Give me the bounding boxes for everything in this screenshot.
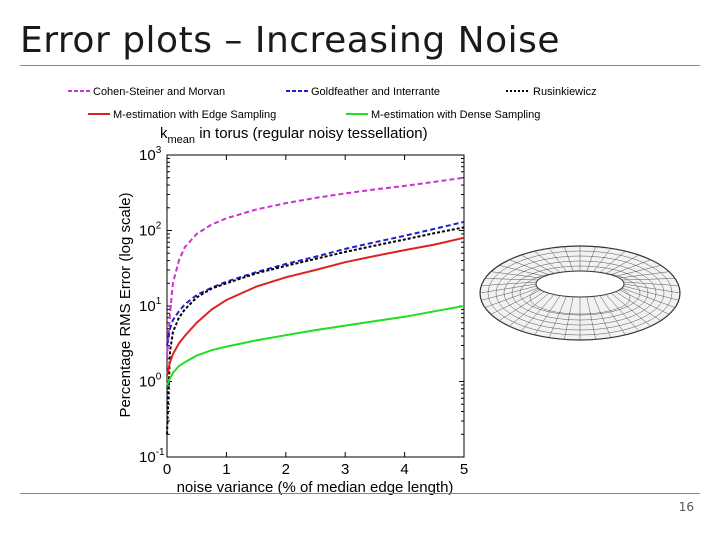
legend-label-edge-sampling: M-estimation with Edge Sampling — [113, 109, 276, 121]
torus-meridian — [605, 294, 639, 332]
torus-meridian — [610, 293, 651, 327]
legend-label-cohen-steiner: Cohen-Steiner and Morvan — [93, 86, 225, 98]
torus-meridian — [619, 271, 670, 279]
torus-meridian — [605, 254, 639, 274]
torus-meridian — [623, 285, 679, 301]
legend-item-rusinkiewicz: Rusinkiewicz — [506, 86, 597, 98]
torus-meridian — [619, 289, 670, 315]
torus-meridian — [499, 265, 545, 277]
footer-divider — [20, 493, 700, 494]
torus-meridian — [498, 291, 545, 321]
y-tick-label: 10-1 — [139, 447, 165, 466]
torus-meridian — [521, 294, 555, 332]
legend: Cohen-Steiner and Morvan Goldfeather and… — [68, 86, 597, 121]
torus-meridian — [481, 281, 537, 286]
x-tick-label: 2 — [282, 461, 290, 478]
legend-item-edge-sampling: M-estimation with Edge Sampling — [88, 109, 276, 121]
chart-title-rest: in torus (regular noisy tessellation) — [195, 125, 428, 142]
torus-meridian — [621, 287, 676, 308]
slide-title: Error plots – Increasing Noise — [20, 20, 561, 61]
torus-meridian — [623, 283, 681, 294]
torus-meridian — [509, 293, 550, 327]
torus-meridian — [593, 296, 612, 338]
legend-label-dense-sampling: M-estimation with Dense Sampling — [371, 109, 540, 121]
torus-meridian — [586, 246, 596, 272]
chart-title-subscript: mean — [168, 134, 196, 146]
y-axis-label: Percentage RMS Error (log scale) — [117, 192, 134, 417]
torus-meridian — [548, 248, 567, 272]
chart-title: kmean in torus (regular noisy tessellati… — [160, 125, 428, 146]
series-line-rusinkiewicz — [166, 226, 465, 435]
legend-item-goldfeather: Goldfeather and Interrante — [286, 86, 440, 98]
series-line-goldfeather-and-interrante — [166, 220, 465, 346]
torus-meridian — [615, 265, 661, 277]
series-lines — [166, 176, 465, 435]
torus-meridian — [521, 254, 555, 274]
x-tick-label: 4 — [400, 461, 408, 478]
torus-meridian — [548, 296, 567, 338]
torus-meridian — [611, 259, 651, 276]
legend-item-cohen-steiner: Cohen-Steiner and Morvan — [68, 86, 225, 98]
series-line-m-estimation-with-edge-sampling — [166, 236, 465, 376]
torus-meridian — [490, 289, 541, 315]
torus-meridian — [623, 281, 679, 286]
title-divider — [20, 65, 700, 66]
torus-meridian — [484, 287, 539, 308]
page-number: 16 — [678, 500, 694, 514]
legend-label-rusinkiewicz: Rusinkiewicz — [533, 86, 597, 98]
torus-meridian — [481, 285, 537, 301]
series-line-cohen-steiner-and-morvan — [166, 176, 465, 359]
legend-label-goldfeather: Goldfeather and Interrante — [311, 86, 440, 98]
torus-meridian — [479, 283, 537, 294]
legend-item-dense-sampling: M-estimation with Dense Sampling — [346, 109, 540, 121]
x-axis-label: noise variance (% of median edge length) — [177, 479, 454, 496]
plot-area — [166, 154, 465, 458]
torus-meridian — [599, 250, 626, 273]
x-axis-ticks: 0 1 2 3 4 5 — [163, 155, 468, 478]
torus-mesh-image — [479, 245, 681, 341]
chart-title-k: k — [160, 125, 168, 142]
y-tick-label: 102 — [139, 221, 162, 240]
y-tick-label: 103 — [139, 145, 162, 164]
torus-meridian — [564, 246, 574, 272]
torus-meridian — [534, 250, 561, 273]
torus-meridian — [586, 296, 596, 340]
x-tick-label: 0 — [163, 461, 171, 478]
torus-meridian — [490, 271, 541, 279]
torus-meridian — [509, 259, 549, 276]
x-tick-label: 3 — [341, 461, 349, 478]
torus-meridian — [534, 295, 561, 336]
y-tick-label: 100 — [139, 372, 162, 391]
y-axis-ticks: 10-1 100 101 102 103 — [139, 145, 464, 466]
torus-meridian — [621, 278, 676, 281]
series-line-m-estimation-with-dense-sampling — [166, 305, 465, 386]
x-tick-label: 5 — [460, 461, 468, 478]
torus-meridian — [564, 296, 574, 340]
torus-meridian — [593, 248, 612, 272]
y-tick-label: 101 — [139, 296, 162, 315]
x-tick-label: 1 — [222, 461, 230, 478]
torus-meridian — [615, 291, 662, 321]
torus-meridian — [484, 278, 539, 281]
torus-meridian — [599, 295, 626, 336]
